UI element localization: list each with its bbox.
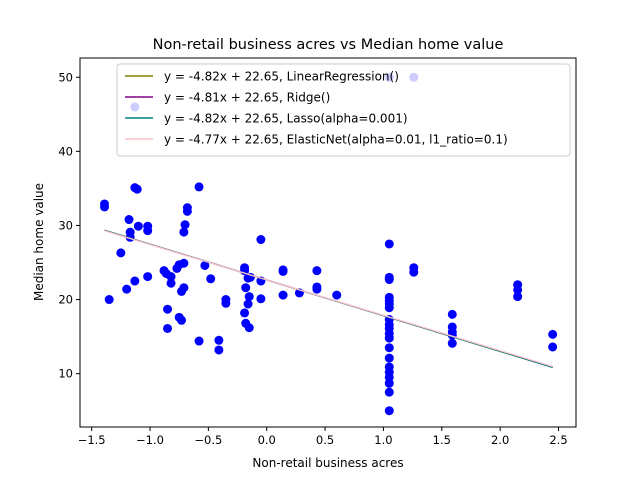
scatter-point	[244, 292, 254, 302]
scatter-point	[384, 343, 394, 353]
scatter-point	[116, 248, 126, 258]
scatter-point	[256, 235, 266, 245]
scatter-point	[244, 323, 254, 333]
scatter-point	[122, 284, 132, 294]
scatter-point	[125, 227, 135, 237]
y-tick-label: 30	[58, 218, 73, 232]
scatter-point	[133, 221, 143, 231]
scatter-point	[312, 266, 322, 276]
y-tick-label: 50	[58, 70, 73, 84]
scatter-point	[214, 335, 224, 345]
legend-label: y = -4.81x + 22.65, Ridge()	[164, 91, 330, 105]
regression-line-4	[104, 230, 553, 368]
scatter-point	[384, 275, 394, 285]
scatter-point	[312, 284, 322, 294]
scatter-point	[256, 294, 266, 304]
scatter-point	[384, 239, 394, 249]
scatter-point	[278, 266, 288, 276]
scatter-point	[166, 272, 176, 282]
scatter-point	[221, 298, 231, 308]
x-tick-label: 1.0	[374, 433, 392, 447]
scatter-point	[243, 299, 253, 309]
scatter-point	[548, 329, 558, 339]
scatter-point	[447, 338, 457, 348]
scatter-point	[206, 274, 216, 284]
legend-label: y = -4.82x + 22.65, LinearRegression()	[164, 70, 399, 84]
y-tick-label: 10	[58, 367, 73, 381]
scatter-point	[104, 295, 114, 305]
scatter-point	[447, 309, 457, 319]
scatter-point	[124, 215, 134, 225]
legend-box	[116, 63, 571, 157]
y-tick-label: 20	[58, 293, 73, 307]
scatter-point	[384, 303, 394, 313]
scatter-point	[513, 285, 523, 295]
scatter-point	[143, 272, 153, 282]
scatter-point	[384, 353, 394, 363]
scatter-point	[182, 203, 192, 213]
chart-title: Non-retail business acres vs Median home…	[153, 37, 504, 53]
scatter-point	[130, 276, 140, 286]
x-axis-label: Non-retail business acres	[252, 456, 403, 470]
scatter-point	[179, 227, 189, 237]
legend: y = -4.82x + 22.65, LinearRegression() y …	[116, 63, 571, 157]
scatter-point	[214, 345, 224, 355]
scatter-point	[332, 290, 342, 300]
scatter-point	[163, 304, 173, 314]
scatter-point	[548, 342, 558, 352]
legend-label: y = -4.82x + 22.65, Lasso(alpha=0.001)	[164, 112, 408, 126]
scatter-point	[132, 184, 142, 194]
plot-marks	[100, 72, 558, 416]
scatter-point	[513, 292, 523, 302]
x-tick-label: −1.5	[78, 433, 106, 447]
scatter-point	[100, 202, 110, 212]
scatter-point	[166, 278, 176, 288]
scatter-point	[384, 333, 394, 343]
scatter-point	[177, 315, 187, 325]
scatter-point	[180, 220, 190, 230]
x-tick-label: 1.5	[433, 433, 451, 447]
scatter-point	[194, 182, 204, 192]
scatter-point	[384, 406, 394, 416]
scatter-point	[179, 283, 189, 293]
x-tick-label: −1.0	[136, 433, 164, 447]
scatter-point	[163, 323, 173, 333]
axes-frame	[79, 57, 577, 428]
scatter-point	[179, 258, 189, 268]
scatter-point	[384, 387, 394, 397]
axis-ticks: −1.5 −1.0 −0.5 0.0 0.5 1.0 1.5 2.0 2.5 10 20 30 40 50	[58, 70, 567, 447]
scatter-point	[194, 336, 204, 346]
y-tick-label: 40	[58, 144, 73, 158]
scatter-point	[409, 267, 419, 277]
scatter-point	[240, 308, 250, 318]
scatter-point	[143, 226, 153, 236]
scatter-point	[241, 283, 251, 293]
x-tick-label: 0.0	[258, 433, 276, 447]
scatter-point	[278, 290, 288, 300]
scatter-point	[200, 260, 210, 270]
x-tick-label: −0.5	[194, 433, 222, 447]
y-axis-label: Median home value	[32, 183, 46, 301]
x-tick-label: 0.5	[316, 433, 334, 447]
x-tick-label: 2.5	[549, 433, 567, 447]
scatter-point	[384, 378, 394, 388]
plot-area	[100, 72, 558, 416]
legend-label: y = -4.77x + 22.65, ElasticNet(alpha=0.0…	[164, 133, 508, 147]
x-tick-label: 2.0	[491, 433, 509, 447]
